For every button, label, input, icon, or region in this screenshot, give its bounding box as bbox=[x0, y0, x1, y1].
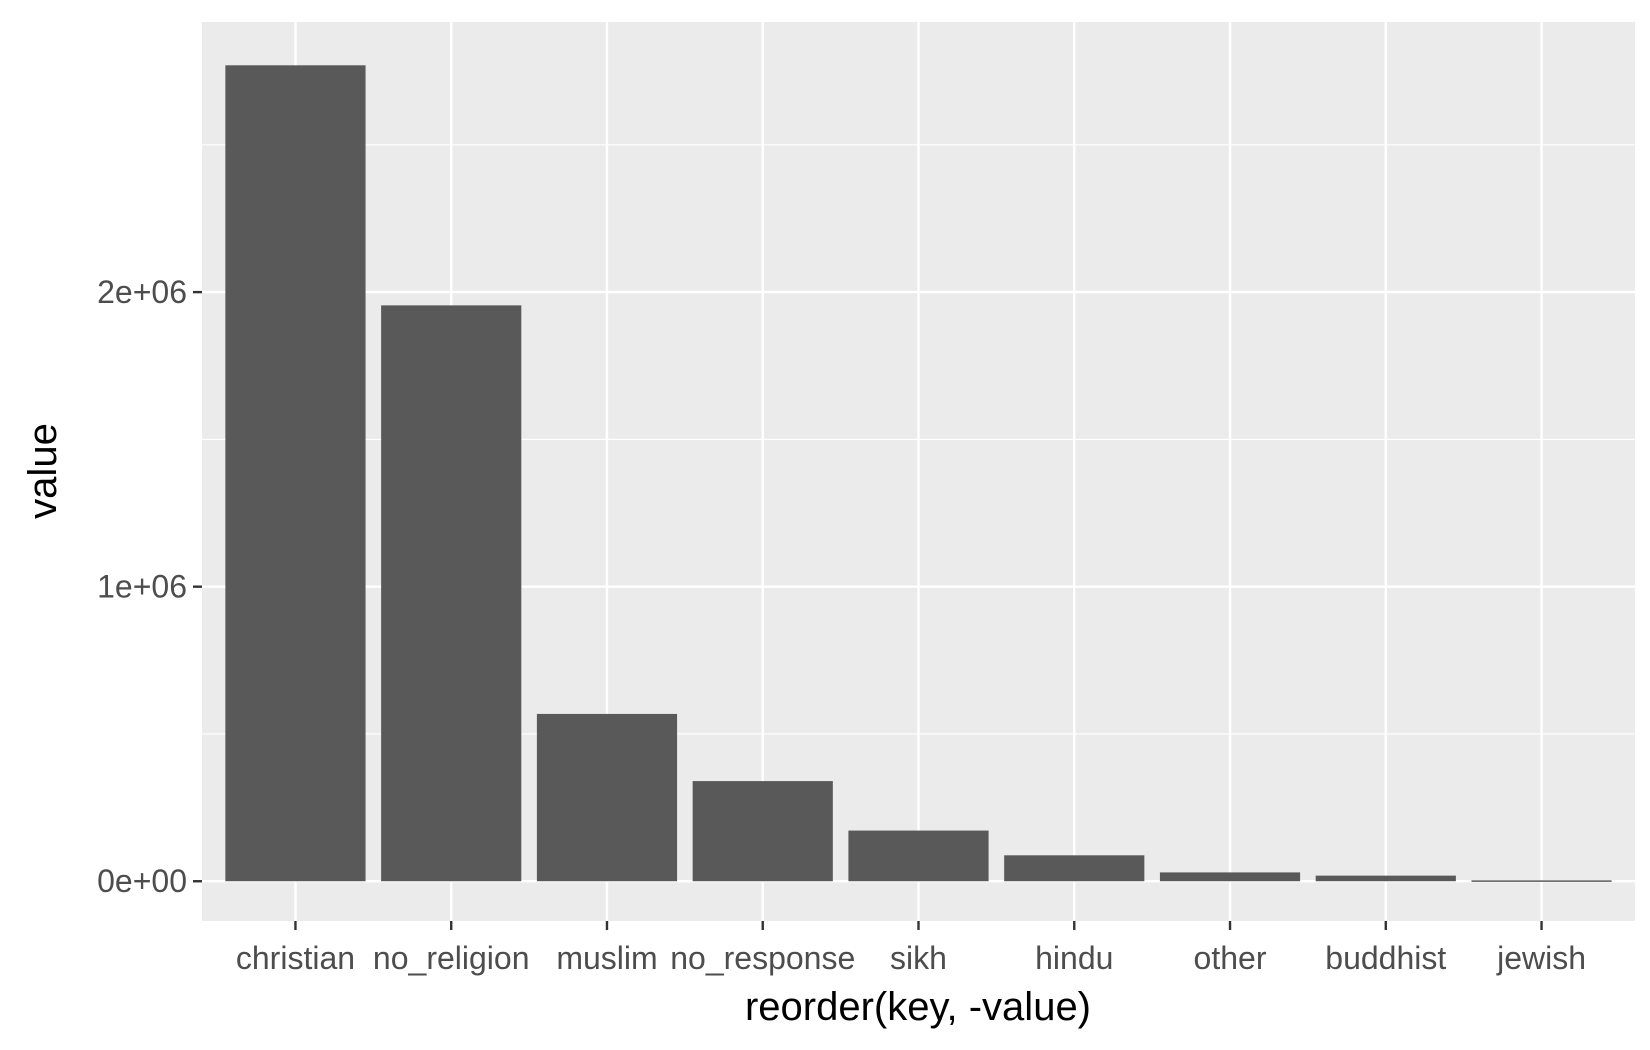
x-tick-label: no_response bbox=[670, 940, 855, 976]
x-tick-label: sikh bbox=[890, 940, 947, 976]
bar-jewish bbox=[1471, 880, 1612, 882]
x-tick-label: buddhist bbox=[1325, 940, 1446, 976]
bar-no_response bbox=[692, 781, 833, 882]
bar-buddhist bbox=[1315, 875, 1456, 882]
y-axis: 0e+00 1e+06 2e+06 bbox=[97, 274, 202, 899]
major-gridlines bbox=[202, 22, 1635, 921]
x-axis: christian no_religion muslim no_response sik… bbox=[236, 921, 1586, 976]
bar-hindu bbox=[1004, 855, 1145, 882]
y-tick-label: 1e+06 bbox=[97, 569, 187, 605]
y-tick-label: 0e+00 bbox=[97, 863, 187, 899]
x-tick-label: muslim bbox=[556, 940, 657, 976]
bar-muslim bbox=[536, 713, 678, 882]
x-tick-label: other bbox=[1194, 940, 1267, 976]
x-tick-label: hindu bbox=[1035, 940, 1113, 976]
x-axis-title: reorder(key, -value) bbox=[745, 985, 1091, 1029]
x-tick-label: christian bbox=[236, 940, 355, 976]
bar-other bbox=[1159, 872, 1301, 882]
bar-christian bbox=[225, 65, 366, 882]
x-tick-label: jewish bbox=[1496, 940, 1586, 976]
bars bbox=[225, 65, 1612, 882]
x-tick-label: no_religion bbox=[373, 940, 530, 976]
y-axis-title: value bbox=[21, 423, 65, 519]
bar-no_religion bbox=[381, 305, 522, 882]
y-tick-label: 2e+06 bbox=[97, 274, 187, 310]
bar-sikh bbox=[848, 830, 989, 882]
